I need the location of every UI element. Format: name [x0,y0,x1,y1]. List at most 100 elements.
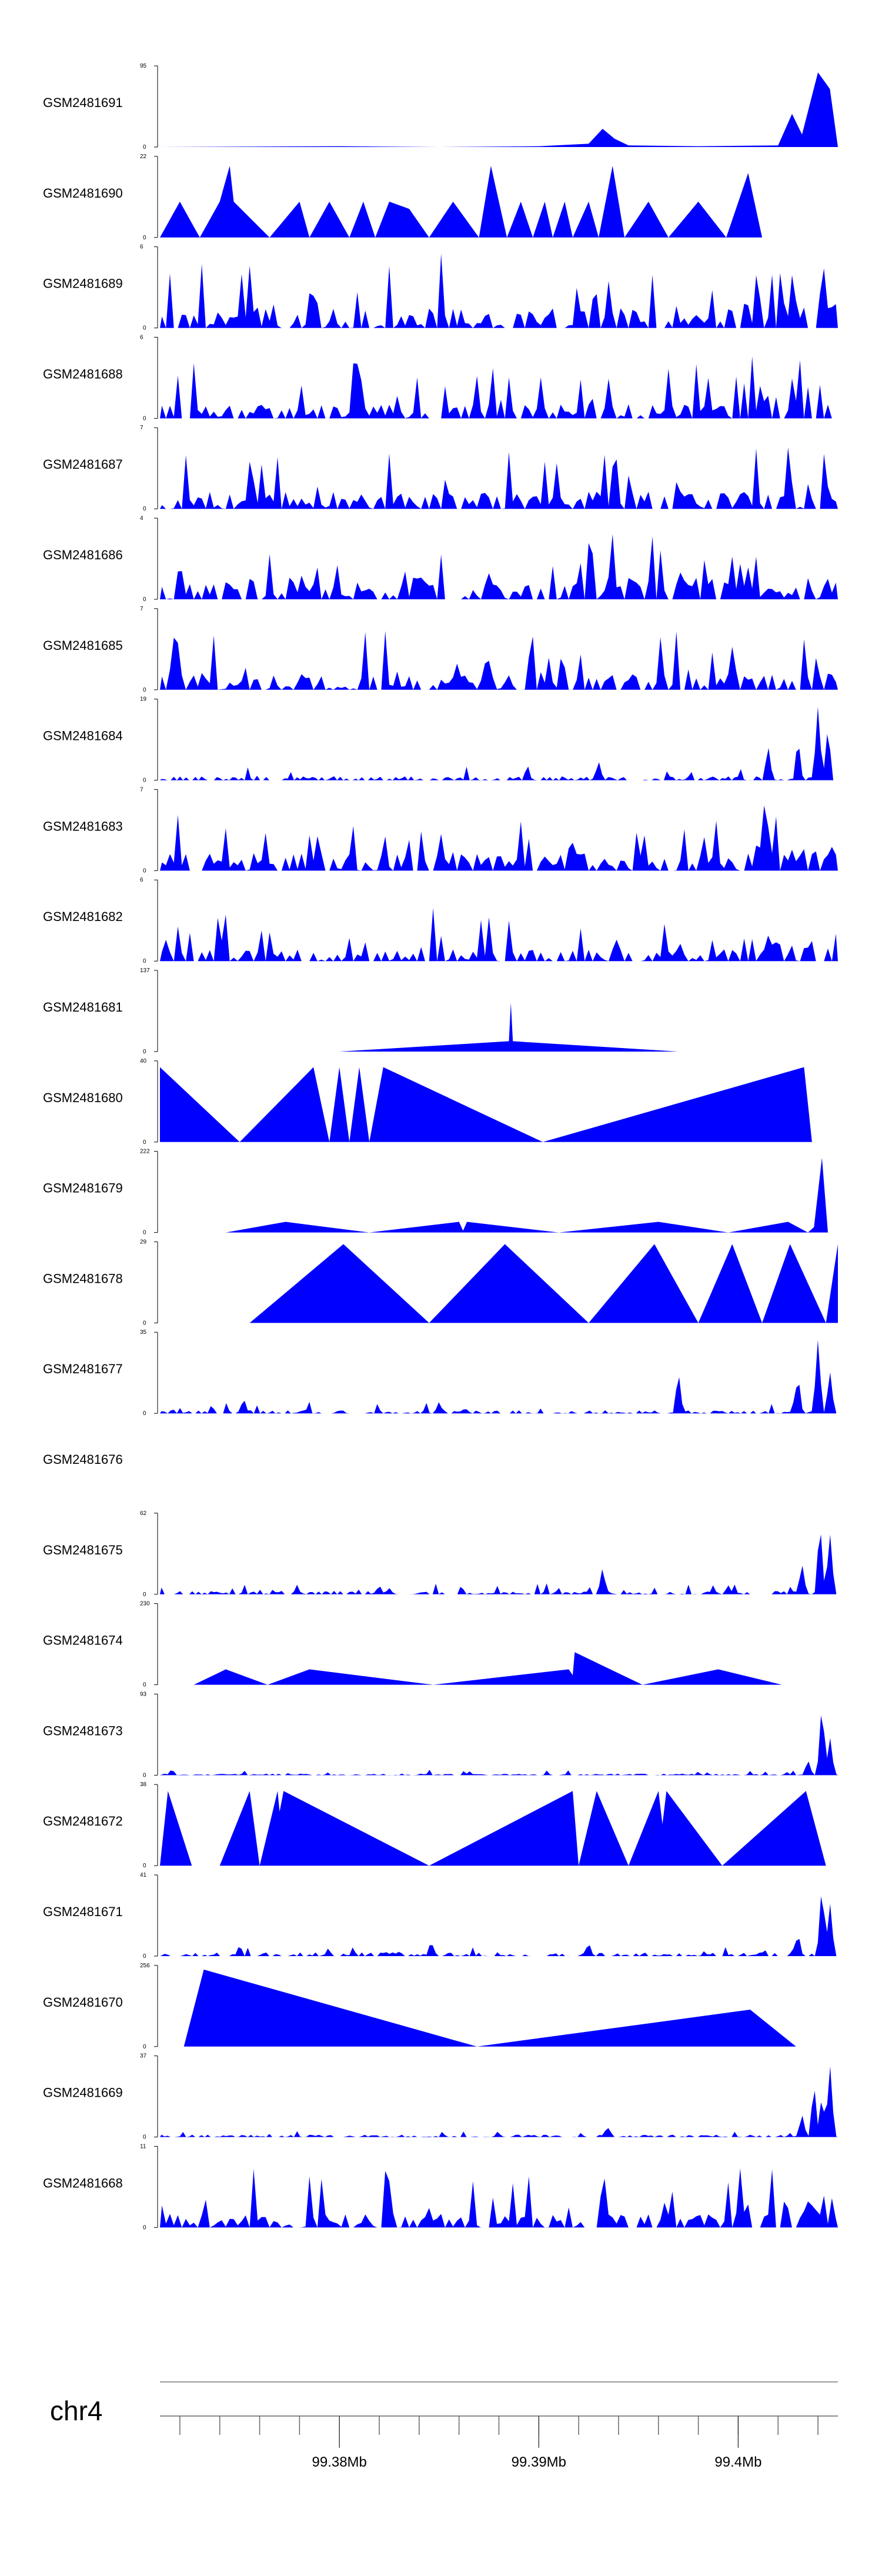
coverage-area [160,534,838,599]
coverage-area [249,1244,838,1323]
track-label: GSM2481679 [43,1181,123,1196]
track-GSM2481679: GSM2481679 222 0 [43,1149,828,1236]
track-label: GSM2481669 [43,2086,123,2100]
coverage-area [160,2168,838,2228]
track-label: GSM2481690 [43,186,123,201]
coverage-area [225,1157,828,1233]
y-max-label: 40 [140,1058,147,1065]
y-min-label: 0 [143,2044,146,2050]
y-min-label: 0 [143,1320,146,1326]
track-GSM2481674: GSM2481674 230 0 [43,1601,783,1689]
axis-tick-label: 99.38Mb [312,2454,367,2470]
y-min-label: 0 [143,1049,146,1055]
track-GSM2481670: GSM2481670 256 0 [43,1963,796,2050]
coverage-area [160,1896,838,1956]
y-min-label: 0 [143,506,146,512]
track-label: GSM2481691 [43,95,123,110]
y-max-label: 11 [140,2143,146,2150]
y-min-label: 0 [143,1139,146,1146]
coverage-area [160,72,838,147]
y-max-label: 22 [140,154,147,160]
track-label: GSM2481680 [43,1090,123,1105]
genome-axis: chr4 99.38Mb 99.39Mb 99.4Mb [50,2381,838,2470]
track-label: GSM2481671 [43,1904,123,1919]
coverage-area [160,2066,838,2137]
track-label: GSM2481674 [43,1633,123,1648]
y-min-label: 0 [143,687,146,693]
y-max-label: 62 [140,1510,147,1517]
track-GSM2481688: GSM2481688 6 0 [43,334,838,422]
track-label: GSM2481687 [43,457,123,472]
chromosome-label: chr4 [50,2395,102,2426]
track-GSM2481676: GSM2481676 [43,1452,123,1467]
y-min-label: 0 [143,867,146,874]
y-min-label: 0 [143,415,146,422]
track-label: GSM2481672 [43,1814,123,1828]
track-GSM2481673: GSM2481673 93 0 [43,1691,838,1778]
y-max-label: 6 [140,877,143,883]
y-min-label: 0 [143,1953,146,1960]
y-min-label: 0 [143,2134,146,2141]
y-max-label: 7 [140,606,143,612]
track-GSM2481683: GSM2481683 7 0 [43,786,838,874]
axis-tick-label: 99.39Mb [512,2454,566,2470]
y-max-label: 38 [140,1781,147,1788]
track-GSM2481677: GSM2481677 35 0 [43,1329,838,1417]
track-GSM2481671: GSM2481671 41 0 [43,1872,838,1960]
track-label: GSM2481673 [43,1723,123,1738]
coverage-area [160,166,838,238]
track-GSM2481678: GSM2481678 29 0 [43,1239,838,1326]
y-max-label: 95 [140,63,147,69]
track-label: GSM2481684 [43,729,123,743]
y-max-label: 222 [140,1149,150,1155]
y-min-label: 0 [143,1772,146,1778]
y-max-label: 137 [140,967,150,974]
track-label: GSM2481677 [43,1362,123,1376]
y-min-label: 0 [143,1410,146,1417]
coverage-area [160,1791,826,1866]
coverage-area [160,1067,812,1142]
y-min-label: 0 [143,1682,146,1689]
y-max-label: 7 [140,425,143,431]
track-label: GSM2481683 [43,819,123,833]
y-max-label: 6 [140,244,143,251]
y-max-label: 256 [140,1963,150,1969]
y-min-label: 0 [143,778,146,784]
y-min-label: 0 [143,325,146,332]
y-max-label: 230 [140,1601,150,1607]
track-label: GSM2481689 [43,276,123,291]
track-GSM2481687: GSM2481687 7 0 [43,425,838,512]
track-GSM2481691: GSM2481691 95 0 [43,63,838,151]
track-label: GSM2481670 [43,1995,123,2010]
y-min-label: 0 [143,2224,146,2231]
y-max-label: 4 [140,515,143,522]
track-label: GSM2481688 [43,366,123,381]
y-min-label: 0 [143,958,146,965]
track-GSM2481689: GSM2481689 6 0 [43,244,838,332]
coverage-area [183,1969,796,2047]
y-min-label: 0 [143,1591,146,1598]
coverage-area [160,706,838,780]
y-min-label: 0 [143,1230,146,1236]
coverage-area [160,1534,838,1594]
coverage-area [160,356,838,419]
y-min-label: 0 [143,144,146,151]
coverage-area [160,447,838,509]
track-GSM2481684: GSM2481684 19 0 [43,696,838,784]
coverage-tracks: GSM2481691950GSM2481690220GSM248168960GS… [43,63,838,2231]
coverage-area [160,253,838,328]
track-GSM2481681: GSM2481681 137 0 [43,967,679,1055]
track-label: GSM2481676 [43,1452,123,1467]
coverage-area [160,1340,838,1414]
track-GSM2481672: GSM2481672 38 0 [43,1781,826,1869]
track-GSM2481690: GSM2481690 22 0 [43,154,838,241]
y-max-label: 93 [140,1691,147,1697]
coverage-area [160,1715,838,1776]
axis-tick-label: 99.4Mb [714,2454,761,2470]
track-GSM2481682: GSM2481682 6 0 [43,877,838,965]
y-max-label: 41 [140,1872,147,1878]
y-max-label: 37 [140,2053,147,2060]
track-GSM2481668: GSM2481668 11 0 [43,2143,838,2231]
track-GSM2481685: GSM2481685 7 0 [43,606,838,693]
